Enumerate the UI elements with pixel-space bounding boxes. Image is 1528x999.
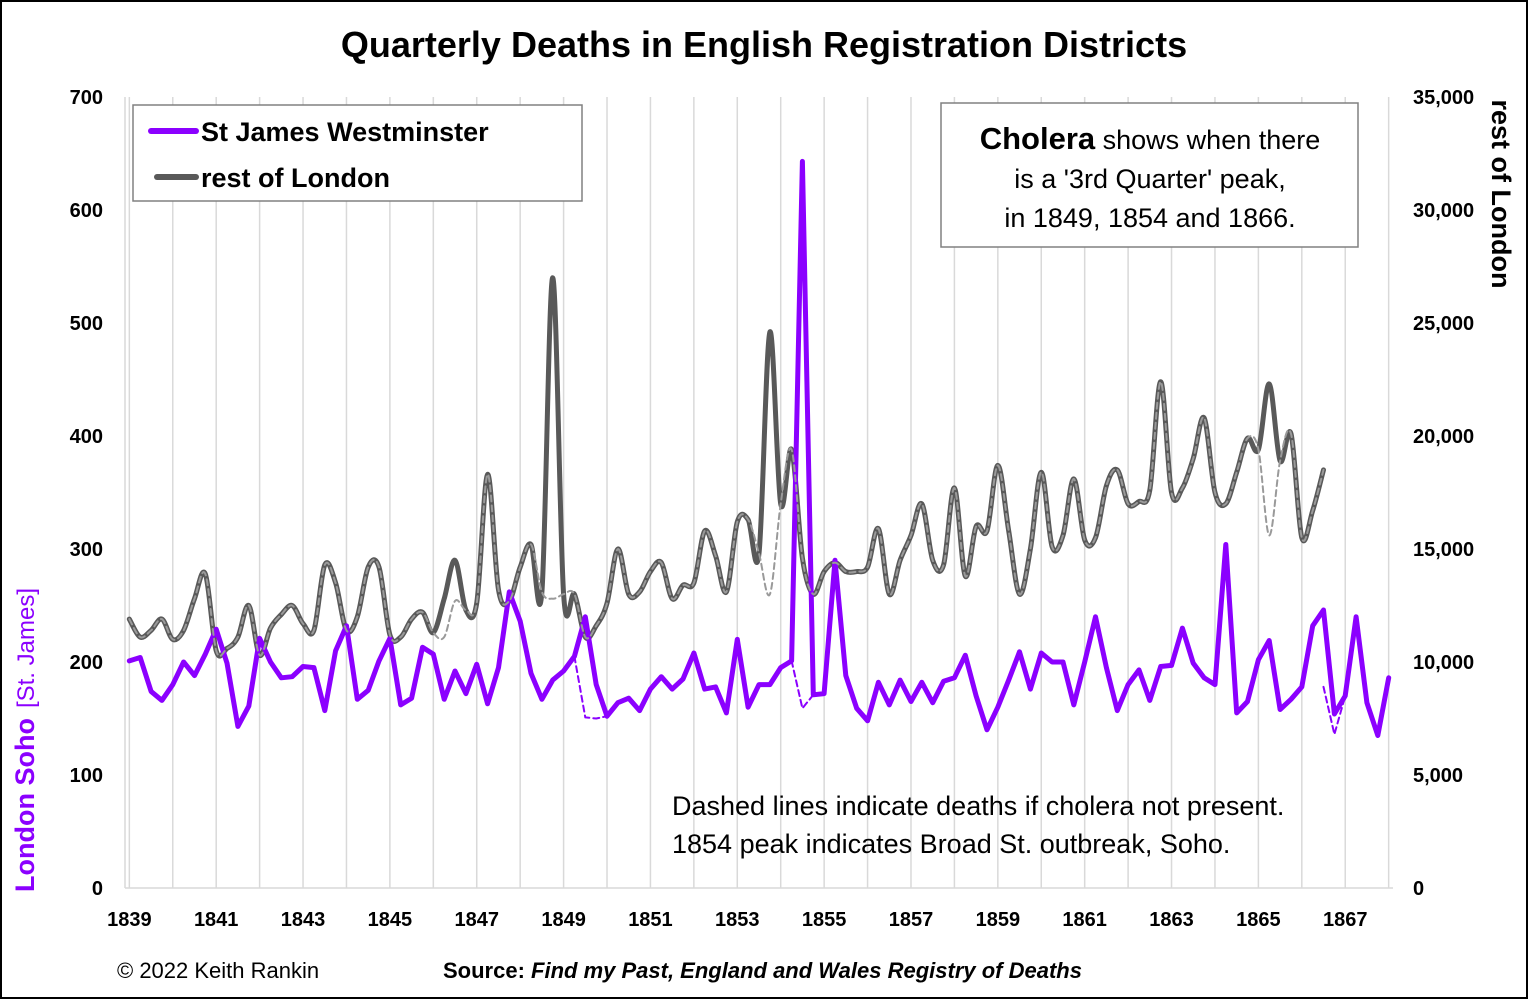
x-tick-1849: 1849	[541, 909, 586, 931]
x-tick-1845: 1845	[368, 909, 413, 931]
copyright: © 2022 Keith Rankin	[117, 958, 319, 983]
y-tick-right-30000: 30,000	[1413, 200, 1474, 222]
legend-box	[132, 104, 583, 202]
y-tick-right-25000: 25,000	[1413, 313, 1474, 335]
y-axis-left: 0 100 200 300 400 500 600 700	[70, 87, 103, 900]
x-tick-1843: 1843	[281, 909, 326, 931]
y-axis-right-title: rest of London	[1486, 100, 1516, 289]
y-tick-right-15000: 15,000	[1413, 539, 1474, 561]
x-tick-1865: 1865	[1236, 909, 1281, 931]
x-tick-1847: 1847	[454, 909, 499, 931]
legend: St James Westminster rest of London	[132, 104, 583, 202]
y-axis-left-title: London Soho [St. James]	[10, 588, 40, 892]
cholera-note: Cholera shows when there is a '3rd Quart…	[940, 102, 1359, 248]
x-axis: 1839 1841 1843 1845 1847 1849 1851 1853 1855 1857…	[107, 909, 1367, 931]
y-tick-left-500: 500	[70, 313, 103, 335]
dashed-note-line2: 1854 peak indicates Broad St. outbreak, …	[672, 829, 1230, 859]
y-tick-left-0: 0	[92, 878, 103, 900]
y-tick-right-10000: 10,000	[1413, 652, 1474, 674]
x-tick-1851: 1851	[628, 909, 673, 931]
series-line-rest-of-london-no-cholera	[128, 380, 1325, 658]
y-tick-right-5000: 5,000	[1413, 765, 1463, 787]
y-axis-left-title-sub: [St. James]	[13, 588, 40, 708]
y-tick-right-20000: 20,000	[1413, 426, 1474, 448]
y-tick-left-100: 100	[70, 765, 103, 787]
series-line-st-james-westminster	[126, 158, 1392, 738]
cholera-note-line2: is a '3rd Quarter' peak,	[1014, 164, 1285, 194]
cholera-note-bold: Cholera	[980, 121, 1096, 156]
x-tick-1857: 1857	[889, 909, 934, 931]
series-group	[126, 158, 1392, 738]
x-tick-1861: 1861	[1062, 909, 1107, 931]
source-label: Source:	[443, 958, 531, 983]
legend-label-rest-of-london: rest of London	[201, 163, 390, 193]
y-tick-left-600: 600	[70, 200, 103, 222]
y-tick-left-200: 200	[70, 652, 103, 674]
legend-label-st-james: St James Westminster	[201, 117, 489, 147]
y-axis-left-title-main: London Soho	[10, 718, 40, 892]
y-tick-left-700: 700	[70, 87, 103, 109]
y-tick-left-300: 300	[70, 539, 103, 561]
cholera-note-line3: in 1849, 1854 and 1866.	[1004, 203, 1295, 233]
source: Source: Find my Past, England and Wales …	[443, 958, 1082, 983]
y-axis-right: 0 5,000 10,000 15,000 20,000 25,000 30,000 35,0…	[1413, 87, 1474, 900]
x-tick-1853: 1853	[715, 909, 760, 931]
cholera-note-rest: shows when there	[1095, 125, 1320, 155]
source-text: Find my Past, England and Wales Registry…	[531, 958, 1082, 983]
x-tick-1839: 1839	[107, 909, 152, 931]
x-tick-1863: 1863	[1149, 909, 1194, 931]
x-tick-1859: 1859	[976, 909, 1021, 931]
y-tick-right-0: 0	[1413, 878, 1424, 900]
x-tick-1867: 1867	[1323, 909, 1368, 931]
x-tick-1855: 1855	[802, 909, 847, 931]
y-tick-right-35000: 35,000	[1413, 87, 1474, 109]
series-line-st-james-westminster-no-cholera	[573, 655, 1347, 736]
cholera-note-box	[940, 102, 1359, 248]
cholera-note-line1: Cholera shows when there	[980, 121, 1321, 156]
dashed-note-line1: Dashed lines indicate deaths if cholera …	[672, 791, 1284, 821]
x-tick-1841: 1841	[194, 909, 239, 931]
chart-title: Quarterly Deaths in English Registration…	[341, 24, 1187, 65]
y-tick-left-400: 400	[70, 426, 103, 448]
